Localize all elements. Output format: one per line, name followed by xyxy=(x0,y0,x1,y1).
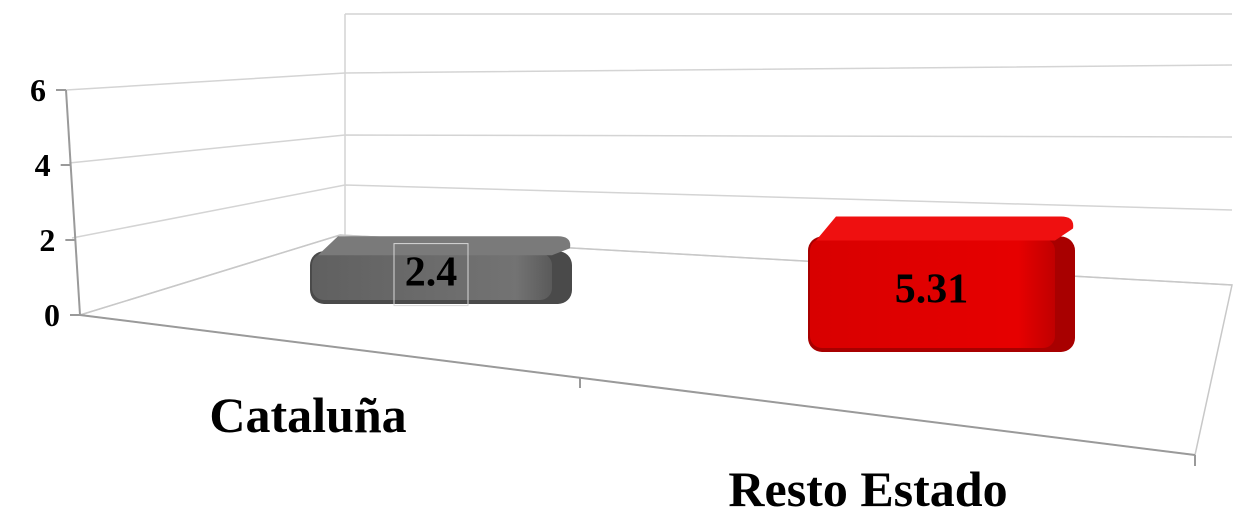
gridline xyxy=(68,134,1233,164)
bar-2: 5.31 xyxy=(808,216,1075,352)
data-label: 5.31 xyxy=(895,266,969,312)
bar-front xyxy=(810,238,1055,348)
x-axis-labels: Cataluña Resto Estado xyxy=(209,387,1007,510)
data-label-box xyxy=(393,243,469,307)
bar-top xyxy=(318,236,571,256)
y-axis: 0 2 4 6 xyxy=(30,72,80,333)
bar-1: 2.4 xyxy=(310,236,572,307)
x-axis-line xyxy=(79,314,1196,456)
bar-top xyxy=(816,216,1074,241)
y-tick-label: 6 xyxy=(30,72,46,108)
category-label: Cataluña xyxy=(209,387,406,443)
y-tick-label: 4 xyxy=(35,147,51,183)
bar-front xyxy=(312,253,552,300)
gridline xyxy=(65,64,1233,91)
bars: 2.4 5.31 xyxy=(310,216,1075,352)
y-axis-line xyxy=(65,89,81,316)
category-label: Resto Estado xyxy=(728,461,1007,510)
chart-walls xyxy=(65,13,1233,466)
y-tick-label: 2 xyxy=(39,222,55,258)
data-label: 2.4 xyxy=(405,250,458,296)
y-tick-label: 0 xyxy=(44,297,60,333)
